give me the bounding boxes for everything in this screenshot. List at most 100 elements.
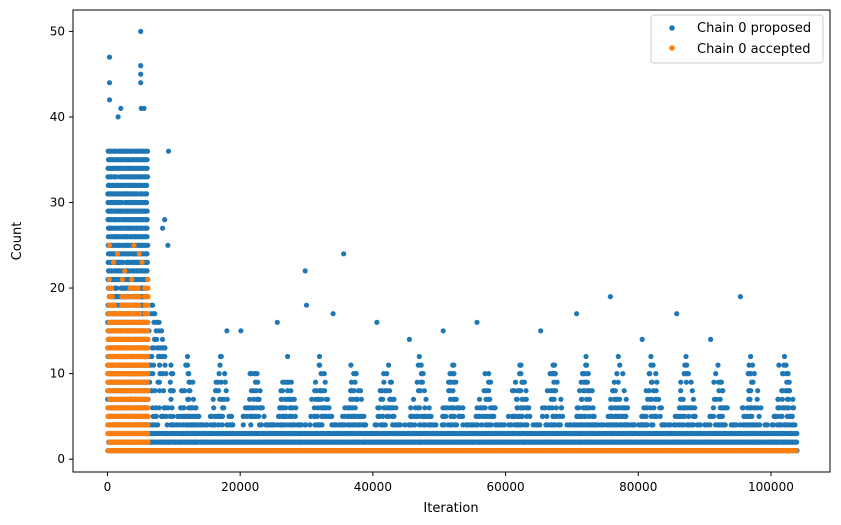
proposed-point [311,405,317,411]
proposed-point [785,371,791,377]
proposed-point [482,371,488,377]
proposed-point [216,371,222,377]
proposed-point [488,379,494,385]
proposed-point [316,353,323,360]
proposed-point [551,396,557,402]
proposed-point [256,396,262,402]
proposed-point [697,422,703,428]
proposed-point [519,413,525,419]
proposed-point [538,328,544,334]
proposed-point [492,405,498,411]
proposed-point [553,405,559,411]
proposed-point [724,405,730,411]
proposed-point [789,413,795,419]
proposed-point [259,405,265,411]
proposed-point [410,396,417,402]
proposed-point [521,379,528,385]
proposed-point [221,405,227,411]
proposed-point [690,396,697,402]
proposed-point [785,405,792,411]
proposed-point [144,225,150,231]
proposed-point [488,422,494,428]
proposed-point [794,430,800,437]
proposed-point [523,388,529,394]
proposed-point [115,114,121,120]
proposed-point [157,388,163,394]
proposed-point [770,422,777,428]
proposed-point [428,413,434,419]
proposed-point [639,336,645,342]
proposed-point [590,405,596,411]
proposed-point [678,379,684,385]
proposed-point [248,422,254,428]
proposed-point [144,157,150,163]
proposed-point [374,422,380,428]
proposed-point [352,405,358,411]
proposed-point [341,251,347,257]
proposed-point [624,405,631,411]
proposed-point [406,336,412,342]
proposed-point [218,353,224,360]
proposed-point [443,413,449,419]
proposed-point [583,353,589,360]
proposed-point [683,353,689,360]
proposed-point [358,388,364,394]
proposed-point [156,379,162,385]
proposed-point [181,405,187,411]
proposed-point [708,336,714,342]
proposed-point [329,413,335,419]
proposed-point [165,242,171,248]
accepted-point [145,302,151,308]
proposed-point [715,362,721,368]
proposed-point [255,379,261,385]
proposed-point [486,388,492,394]
proposed-point [144,208,150,214]
proposed-point [584,362,590,368]
proposed-point [184,362,191,368]
proposed-point [402,422,408,428]
accepted-point [145,294,151,300]
proposed-point [386,362,392,368]
proposed-point [685,371,692,377]
proposed-point [537,422,543,428]
proposed-point [487,396,493,402]
proposed-point [722,422,728,428]
proposed-point [649,379,655,385]
proposed-point [518,362,524,368]
accepted-point [145,405,151,411]
proposed-point [678,388,684,394]
proposed-point [720,388,726,394]
accepted-point [119,276,125,283]
proposed-point [657,413,663,419]
proposed-point [577,388,583,394]
proposed-point [106,97,113,103]
proposed-point [293,405,299,411]
proposed-point [614,371,620,377]
proposed-point [505,413,511,419]
proposed-point [374,319,380,325]
proposed-point [549,405,555,411]
proposed-point [554,379,560,385]
proposed-point [418,362,424,368]
proposed-point [322,388,328,394]
accepted-point [112,302,118,308]
proposed-point [285,353,291,360]
proposed-point [511,388,517,394]
proposed-point [423,396,429,402]
proposed-point [611,379,617,385]
proposed-point [585,371,591,377]
proposed-point [163,371,169,377]
proposed-point [688,379,694,385]
proposed-point [544,413,550,419]
proposed-point [786,379,792,385]
proposed-point [542,405,548,411]
proposed-point [156,405,162,411]
proposed-point [426,405,432,411]
accepted-point [145,371,151,377]
accepted-point [144,430,151,437]
accepted-point [144,311,151,317]
proposed-point [154,336,160,342]
proposed-point [361,413,367,419]
proposed-point [617,362,623,368]
proposed-point [755,388,761,394]
